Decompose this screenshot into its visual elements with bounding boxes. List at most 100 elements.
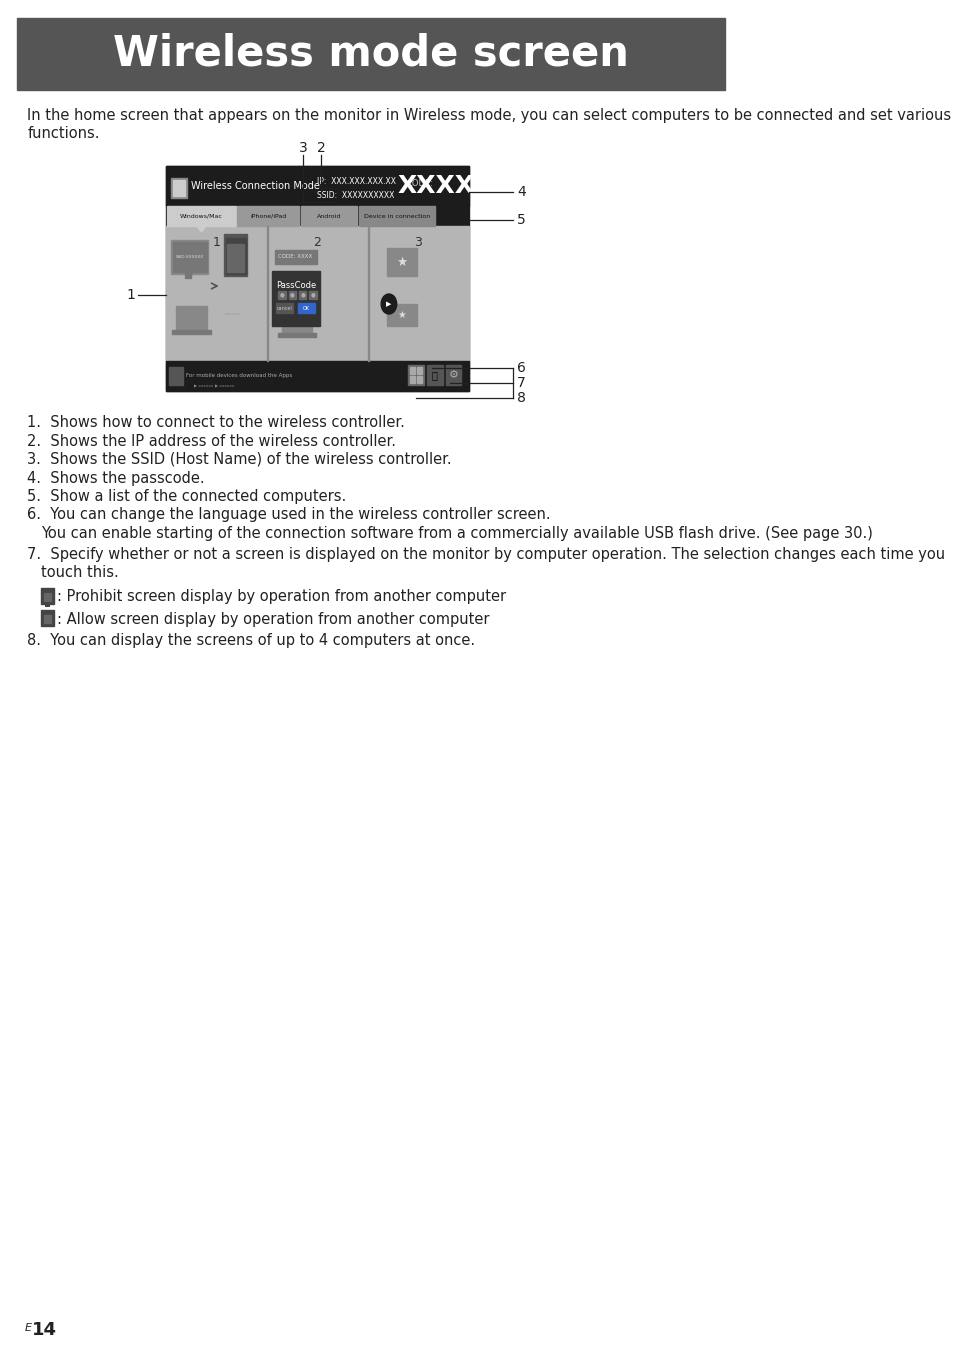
Bar bbox=[297, 302, 314, 313]
Text: PassCode: PassCode bbox=[276, 281, 316, 289]
Text: You can enable starting of the connection software from a commercially available: You can enable starting of the connectio… bbox=[41, 526, 872, 541]
Text: ●: ● bbox=[300, 293, 305, 297]
Bar bbox=[171, 178, 187, 198]
Bar bbox=[41, 610, 53, 626]
Text: 8: 8 bbox=[517, 392, 526, 405]
Bar bbox=[416, 367, 422, 374]
Text: ★: ★ bbox=[396, 255, 407, 269]
Bar bbox=[166, 166, 469, 392]
Text: 14: 14 bbox=[31, 1322, 57, 1339]
Text: 7: 7 bbox=[517, 377, 525, 390]
Text: 3: 3 bbox=[298, 140, 308, 155]
Text: ⚙: ⚙ bbox=[448, 370, 458, 379]
Bar bbox=[225, 238, 246, 274]
Bar bbox=[185, 271, 192, 278]
Text: 5: 5 bbox=[517, 213, 525, 227]
Text: 3: 3 bbox=[415, 235, 422, 248]
Text: ●: ● bbox=[279, 293, 284, 297]
Bar bbox=[275, 302, 293, 313]
Bar bbox=[171, 240, 209, 274]
Text: CODE:: CODE: bbox=[406, 180, 434, 189]
Bar bbox=[44, 616, 51, 622]
Bar bbox=[410, 367, 415, 374]
Text: 1: 1 bbox=[126, 288, 135, 302]
Text: : Allow screen display by operation from another computer: : Allow screen display by operation from… bbox=[57, 612, 489, 626]
Bar bbox=[387, 304, 416, 325]
Text: 4: 4 bbox=[517, 185, 525, 198]
Text: 6.  You can change the language used in the wireless controller screen.: 6. You can change the language used in t… bbox=[28, 508, 550, 522]
Bar bbox=[44, 593, 51, 601]
Bar bbox=[309, 292, 316, 298]
Text: E: E bbox=[25, 1323, 31, 1332]
Bar bbox=[166, 166, 469, 207]
Text: In the home screen that appears on the monitor in Wireless mode, you can select : In the home screen that appears on the m… bbox=[28, 108, 950, 123]
Text: 2: 2 bbox=[314, 235, 321, 248]
Text: nuserer: nuserer bbox=[225, 312, 240, 316]
Bar bbox=[172, 329, 211, 333]
Text: SSID:  XXXXXXXXXX: SSID: XXXXXXXXXX bbox=[317, 192, 395, 201]
Polygon shape bbox=[196, 225, 206, 232]
Bar bbox=[272, 271, 320, 325]
Bar bbox=[358, 207, 435, 225]
Bar bbox=[274, 250, 317, 265]
Bar bbox=[224, 234, 247, 275]
Text: 5.  Show a list of the connected computers.: 5. Show a list of the connected computer… bbox=[28, 489, 346, 504]
Bar bbox=[175, 306, 207, 331]
Bar bbox=[427, 364, 442, 385]
Bar bbox=[167, 207, 235, 225]
Text: 8.  You can display the screens of up to 4 computers at once.: 8. You can display the screens of up to … bbox=[28, 633, 475, 648]
Bar bbox=[289, 292, 296, 298]
Text: 2.  Shows the IP address of the wireless controller.: 2. Shows the IP address of the wireless … bbox=[28, 433, 395, 448]
Text: : Prohibit screen display by operation from another computer: : Prohibit screen display by operation f… bbox=[57, 590, 505, 605]
Text: ★: ★ bbox=[397, 310, 406, 320]
Text: ▶ xxxxxx: ▶ xxxxxx bbox=[193, 385, 213, 389]
Text: Wireless Connection Mode: Wireless Connection Mode bbox=[191, 181, 319, 190]
Bar bbox=[172, 242, 207, 271]
Text: 6: 6 bbox=[517, 360, 526, 375]
Bar bbox=[172, 180, 185, 196]
Text: OK: OK bbox=[303, 305, 310, 310]
Text: ●: ● bbox=[310, 293, 314, 297]
Bar bbox=[45, 602, 50, 606]
Circle shape bbox=[381, 294, 396, 315]
Text: 1: 1 bbox=[213, 235, 220, 248]
Text: Wireless mode screen: Wireless mode screen bbox=[113, 32, 628, 76]
Bar bbox=[298, 292, 306, 298]
Text: XXXX: XXXX bbox=[397, 174, 475, 198]
Bar bbox=[301, 207, 356, 225]
Bar bbox=[387, 248, 416, 275]
Bar bbox=[278, 333, 315, 338]
Bar bbox=[410, 377, 415, 383]
Bar bbox=[169, 367, 183, 385]
Text: 1.  Shows how to connect to the wireless controller.: 1. Shows how to connect to the wireless … bbox=[28, 414, 405, 431]
Text: SSID:XXXXXX: SSID:XXXXXX bbox=[175, 255, 204, 259]
Text: Android: Android bbox=[316, 213, 341, 219]
Text: 4.  Shows the passcode.: 4. Shows the passcode. bbox=[28, 471, 205, 486]
Text: For mobile devices download the Apps: For mobile devices download the Apps bbox=[186, 374, 292, 378]
Text: cancel: cancel bbox=[276, 305, 293, 310]
Bar bbox=[237, 207, 299, 225]
Text: 🔒: 🔒 bbox=[432, 370, 437, 379]
Bar bbox=[166, 360, 469, 392]
Text: ▶ xxxxxx: ▶ xxxxxx bbox=[215, 385, 234, 389]
Bar bbox=[416, 377, 422, 383]
Text: touch this.: touch this. bbox=[41, 566, 119, 580]
Text: IP:  XXX.XXX.XXX.XX: IP: XXX.XXX.XXX.XX bbox=[317, 177, 395, 186]
Text: ▶: ▶ bbox=[386, 301, 392, 306]
Bar bbox=[41, 587, 53, 603]
Bar bbox=[282, 312, 312, 333]
Bar bbox=[278, 292, 286, 298]
Text: 7.  Specify whether or not a screen is displayed on the monitor by computer oper: 7. Specify whether or not a screen is di… bbox=[28, 547, 944, 562]
Bar bbox=[166, 225, 469, 360]
Text: Windows/Mac: Windows/Mac bbox=[180, 213, 223, 219]
Bar bbox=[227, 244, 244, 271]
Text: CODE: XXXX: CODE: XXXX bbox=[278, 255, 313, 259]
Text: 2: 2 bbox=[316, 140, 325, 155]
Bar bbox=[408, 364, 423, 385]
Text: ●: ● bbox=[290, 293, 294, 297]
Text: iPhone/iPad: iPhone/iPad bbox=[250, 213, 286, 219]
Text: 3.  Shows the SSID (Host Name) of the wireless controller.: 3. Shows the SSID (Host Name) of the wir… bbox=[28, 452, 452, 467]
Text: functions.: functions. bbox=[28, 126, 100, 140]
Bar bbox=[445, 364, 461, 385]
Text: Device in connection: Device in connection bbox=[363, 213, 430, 219]
